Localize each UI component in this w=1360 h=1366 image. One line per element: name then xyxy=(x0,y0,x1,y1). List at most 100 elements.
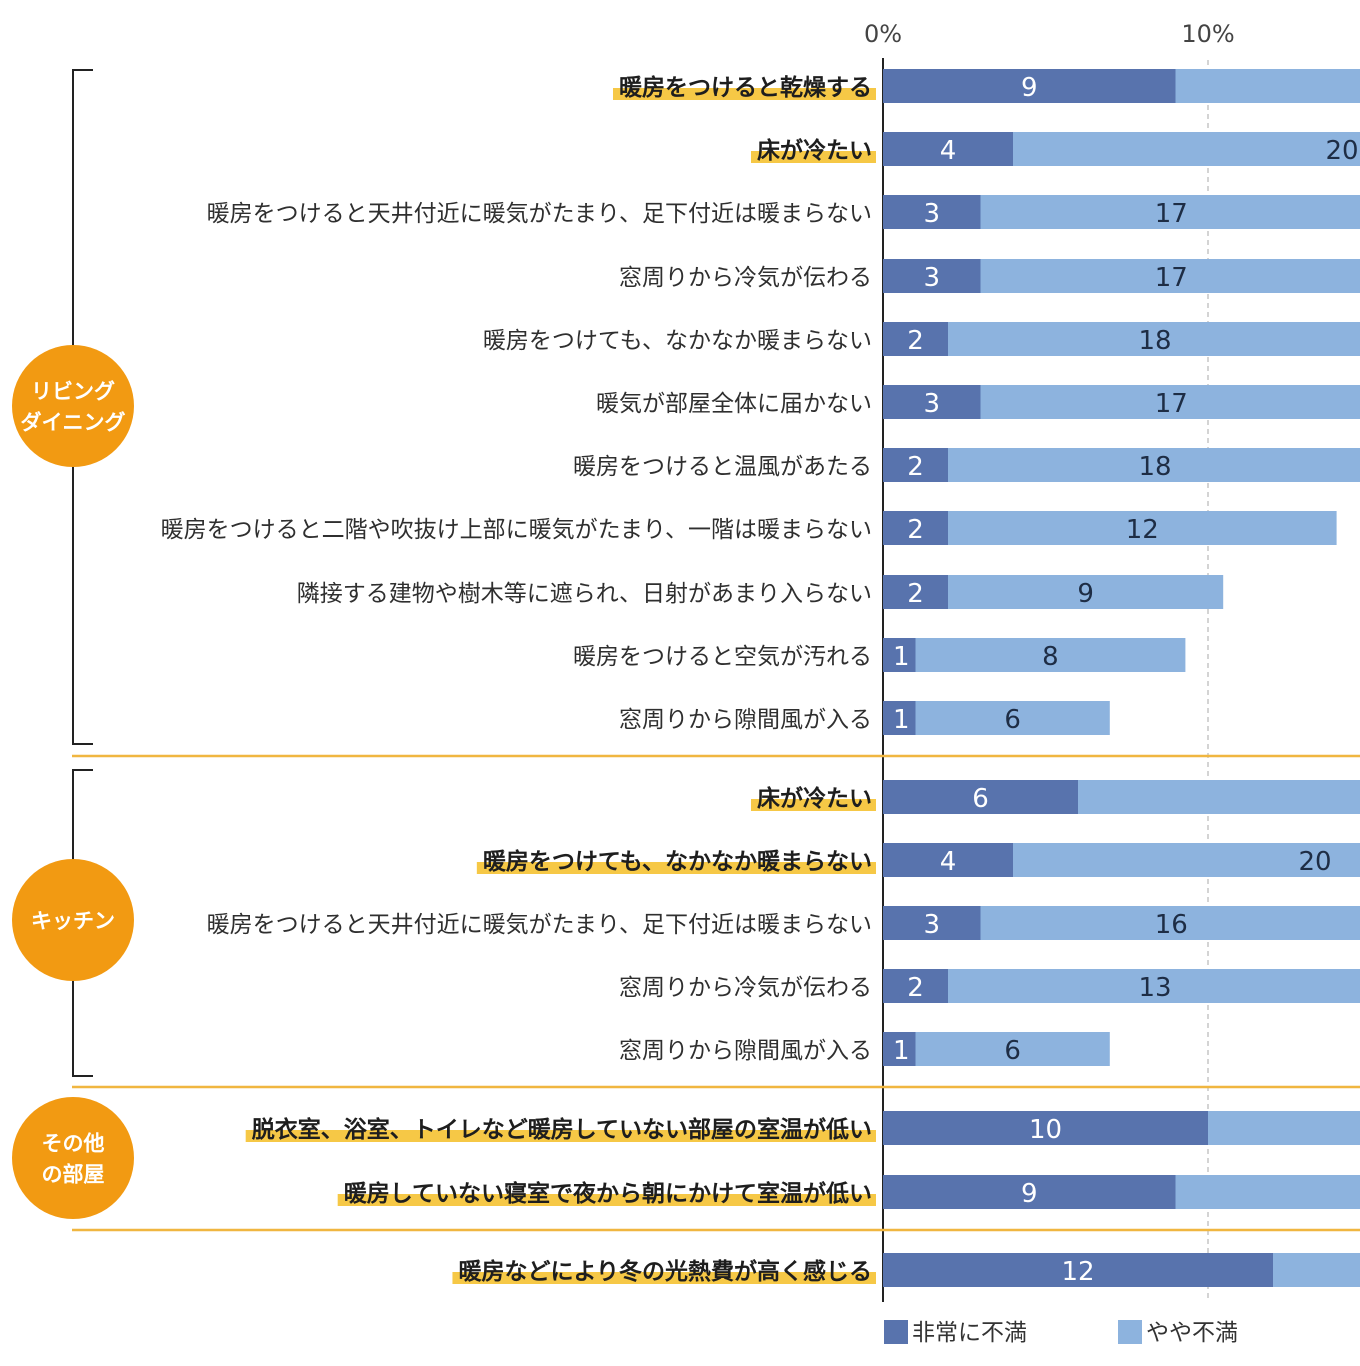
value-label-dark: 2 xyxy=(907,579,924,609)
bar-hijou-fuman xyxy=(883,1253,1273,1287)
value-label-dark: 2 xyxy=(907,326,924,356)
value-label-dark: 6 xyxy=(972,784,989,814)
x-tick-label: 10% xyxy=(1181,20,1234,48)
category-label: 暖気が部屋全体に届かない xyxy=(596,391,872,417)
legend-label: 非常に不満 xyxy=(912,1320,1027,1346)
bar-hijou-fuman xyxy=(883,1032,916,1066)
value-label-dark: 9 xyxy=(1021,1179,1038,1209)
value-label-dark: 12 xyxy=(1061,1257,1094,1287)
category-label: 暖房などにより冬の光熱費が高く感じる xyxy=(458,1258,872,1285)
value-label-dark: 4 xyxy=(940,136,957,166)
bar-hijou-fuman xyxy=(883,575,948,609)
bar-hijou-fuman xyxy=(883,843,1013,877)
value-label-light: 20 xyxy=(1325,136,1358,166)
group-circle xyxy=(12,345,134,467)
group-circle xyxy=(12,859,134,981)
category-label: 窓周りから冷気が伝わる xyxy=(619,975,872,1001)
bar-hijou-fuman xyxy=(883,906,981,940)
bar-hijou-fuman xyxy=(883,1175,1176,1209)
value-label-light: 18 xyxy=(1138,326,1171,356)
label-highlight xyxy=(452,1272,876,1284)
value-label-dark: 3 xyxy=(923,389,940,419)
value-label-light: 17 xyxy=(1155,263,1188,293)
value-label-dark: 2 xyxy=(907,452,924,482)
bar-hijou-fuman xyxy=(883,132,1013,166)
value-label-light: 20 xyxy=(1298,847,1331,877)
value-label-dark: 1 xyxy=(893,642,910,672)
bar-hijou-fuman xyxy=(883,780,1078,814)
bar-hijou-fuman xyxy=(883,969,948,1003)
bar-yaya-fuman xyxy=(883,511,1337,545)
category-label: 暖房していない寝室で夜から朝にかけて室温が低い xyxy=(344,1180,872,1207)
legend-swatch xyxy=(1118,1320,1142,1344)
category-label: 隣接する建物や樹木等に遮られ、日射があまり入らない xyxy=(297,581,872,607)
group-circle xyxy=(12,1097,134,1219)
category-label: 脱衣室、浴室、トイレなど暖房していない部屋の室温が低い xyxy=(252,1116,872,1143)
value-label-dark: 4 xyxy=(940,847,957,877)
bar-hijou-fuman xyxy=(883,511,948,545)
category-label: 暖房をつけると天井付近に暖気がたまり、足下付近は暖まらない xyxy=(207,912,872,938)
value-label-dark: 3 xyxy=(923,199,940,229)
bar-hijou-fuman xyxy=(883,69,1176,103)
value-label-dark: 1 xyxy=(893,1036,910,1066)
bar-hijou-fuman xyxy=(883,448,948,482)
bar-hijou-fuman xyxy=(883,322,948,356)
category-label: 暖房をつけると温風があたる xyxy=(573,454,872,480)
group-label: その他 xyxy=(42,1132,105,1156)
bar-yaya-fuman xyxy=(883,969,1360,1003)
category-label: 暖房をつけても、なかなか暖まらない xyxy=(483,328,872,354)
bar-hijou-fuman xyxy=(883,1111,1208,1145)
group-label: リビング xyxy=(31,380,115,404)
value-label-light: 13 xyxy=(1138,973,1171,1003)
bar-hijou-fuman xyxy=(883,385,981,419)
legend-swatch xyxy=(884,1320,908,1344)
label-highlight xyxy=(751,151,876,163)
category-label: 暖房をつけても、なかなか暖まらない xyxy=(483,848,872,875)
category-label: 床が冷たい xyxy=(757,785,872,812)
value-label-light: 17 xyxy=(1155,389,1188,419)
bar-yaya-fuman xyxy=(883,322,1360,356)
value-label-light: 6 xyxy=(1004,1036,1021,1066)
value-label-dark: 3 xyxy=(923,910,940,940)
bar-hijou-fuman xyxy=(883,259,981,293)
value-label-dark: 2 xyxy=(907,973,924,1003)
bar-hijou-fuman xyxy=(883,638,916,672)
label-highlight xyxy=(337,1194,876,1206)
value-label-light: 16 xyxy=(1155,910,1188,940)
value-label-light: 18 xyxy=(1138,452,1171,482)
value-label-light: 17 xyxy=(1155,199,1188,229)
value-label-light: 9 xyxy=(1077,579,1094,609)
category-label: 窓周りから隙間風が入る xyxy=(619,707,872,733)
value-label-light: 8 xyxy=(1042,642,1059,672)
label-highlight xyxy=(476,862,876,874)
legend-label: やや不満 xyxy=(1146,1320,1238,1346)
category-label: 暖房をつけると二階や吹抜け上部に暖気がたまり、一階は暖まらない xyxy=(161,517,872,543)
value-label-dark: 2 xyxy=(907,515,924,545)
category-label: 窓周りから隙間風が入る xyxy=(619,1038,872,1064)
bar-yaya-fuman xyxy=(883,638,1186,672)
label-highlight xyxy=(613,88,876,100)
bar-yaya-fuman xyxy=(883,448,1360,482)
value-label-dark: 10 xyxy=(1029,1115,1062,1145)
x-tick-label: 0% xyxy=(864,20,902,48)
category-label: 暖房をつけると乾燥する xyxy=(619,74,872,101)
bar-yaya-fuman xyxy=(883,701,1110,735)
value-label-dark: 9 xyxy=(1021,73,1038,103)
bar-yaya-fuman xyxy=(883,1032,1110,1066)
category-label: 床が冷たい xyxy=(757,137,872,164)
category-label: 窓周りから冷気が伝わる xyxy=(619,265,872,291)
value-label-dark: 1 xyxy=(893,705,910,735)
value-label-dark: 3 xyxy=(923,263,940,293)
label-highlight xyxy=(245,1130,876,1142)
value-label-light: 6 xyxy=(1004,705,1021,735)
value-label-light: 12 xyxy=(1126,515,1159,545)
group-label: キッチン xyxy=(31,909,115,933)
category-label: 暖房をつけると空気が汚れる xyxy=(573,644,872,670)
category-label: 暖房をつけると天井付近に暖気がたまり、足下付近は暖まらない xyxy=(207,201,872,227)
group-label: ダイニング xyxy=(21,411,126,435)
label-highlight xyxy=(751,799,876,811)
bar-hijou-fuman xyxy=(883,701,916,735)
group-label: の部屋 xyxy=(42,1163,105,1187)
bar-hijou-fuman xyxy=(883,195,981,229)
